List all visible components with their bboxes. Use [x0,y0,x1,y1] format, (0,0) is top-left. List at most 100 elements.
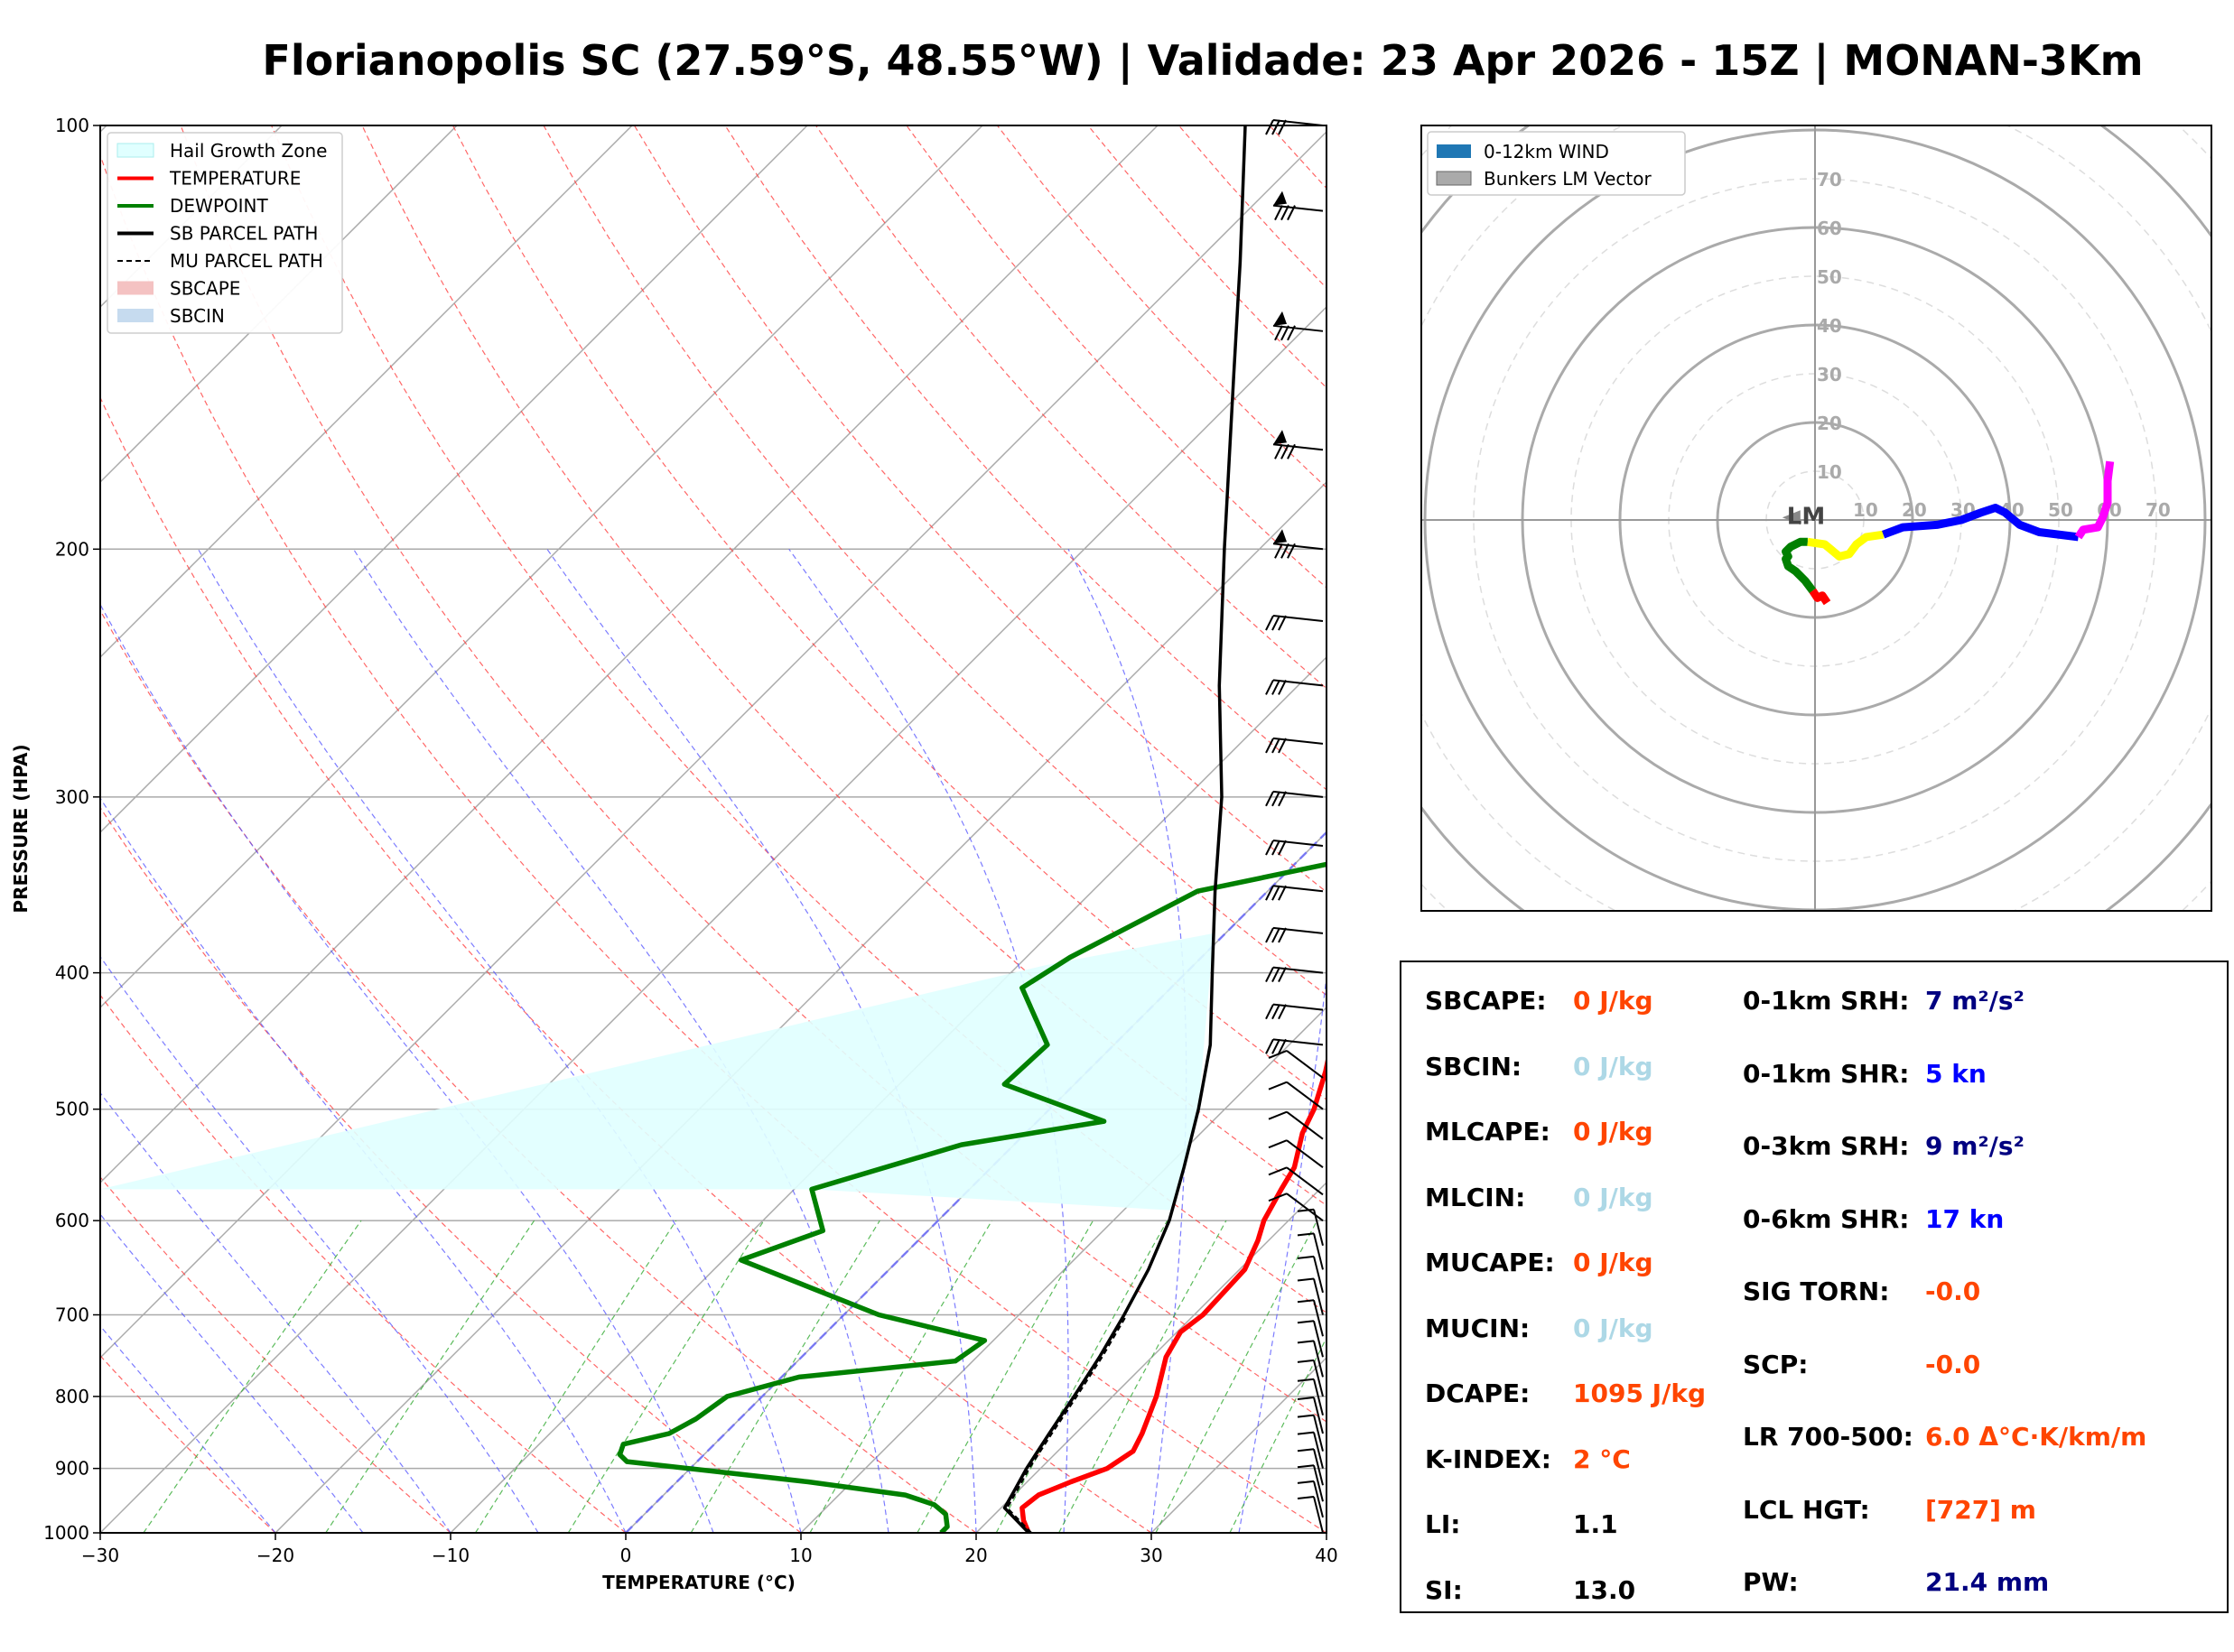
moist-adiabat [100,1091,451,1533]
legend-entry: DEWPOINT [117,195,268,217]
hodo-axis-label: 10 [1853,499,1878,521]
wind-barb [1268,1110,1324,1140]
wind-barb [1297,1378,1324,1415]
series-sb-parcel-path [1002,125,1247,1533]
legend-entry: MU PARCEL PATH [117,250,323,272]
param-value: 5 kn [1925,1058,1987,1089]
isotherm-line [800,1006,1326,1533]
isotherm-line [975,1181,1326,1533]
y-tick-label: 600 [55,1210,89,1231]
isotherm-line [450,655,1326,1533]
y-tick-label: 200 [55,538,89,560]
wind-barb [1268,1193,1324,1221]
wind-barb [1268,1050,1324,1079]
param-label: 0-1km SRH: [1743,986,1910,1016]
y-axis-label: PRESSURE (HPA) [10,744,32,913]
moist-adiabat [100,1213,364,1533]
param-label: MLCAPE: [1425,1117,1550,1146]
moist-adiabat [100,603,714,1533]
legend-label: TEMPERATURE [169,168,301,190]
isotherm-line [1326,125,1354,1533]
series-temperature [1019,1054,1326,1533]
hodograph-legend: 0-12km WIND Bunkers LM Vector [1427,131,1686,196]
hodograph-segment [1882,504,2080,542]
param-value: 0 J/kg [1573,1182,1653,1212]
legend-label: SB PARCEL PATH [170,223,318,245]
wind-barb [1297,1480,1324,1518]
param-label: 0-3km SRH: [1743,1131,1910,1161]
param-label: 0-6km SHR: [1743,1203,1910,1234]
mixing-ratio-line [690,1220,880,1533]
legend-label: SBCAPE [170,278,240,300]
legend-label: DEWPOINT [170,195,268,217]
wind-barb [1297,1208,1324,1247]
skew-t-legend: Hail Growth Zone TEMPERATURE DEWPOINT SB PA… [107,132,343,334]
hodo-ring-label: 70 [1817,169,1842,190]
param-value: 0 J/kg [1573,1313,1653,1343]
x-tick-label: −10 [432,1545,470,1566]
param-value: 1.1 [1573,1509,1618,1539]
dry-adiabat [100,1175,451,1533]
dry-adiabat [100,1354,276,1533]
lm-label: LM [1787,503,1825,530]
wind-barb [1297,1414,1324,1452]
y-tick-label: 800 [55,1386,89,1407]
wind-barb [1265,966,1324,983]
dry-adiabat [724,125,1326,791]
wind-barb [1297,1340,1324,1378]
isotherm-line [100,305,1326,1533]
param-label: 0-1km SHR: [1743,1058,1910,1089]
hodograph-frame [1420,125,2212,912]
hodo-ring-label: 40 [1817,315,1842,337]
legend-entry: SBCIN [117,305,225,327]
isotherm-line [100,125,808,834]
dry-adiabat [451,125,1326,1100]
hodo-ring-label: 60 [1817,218,1842,239]
param-label: PW: [1743,1567,1799,1597]
param-value: 6.0 Δ°C·K/km/m [1925,1422,2147,1452]
hodo-ring-label: 30 [1817,364,1842,385]
wind-barb [1265,737,1324,754]
bunkers-lm-arrow [1782,510,1801,525]
dry-adiabat [815,125,1326,690]
isotherm-line [100,130,1326,1360]
x-tick-label: 30 [1140,1545,1162,1566]
x-tick-label: 0 [620,1545,632,1566]
moist-adiabat [100,955,539,1533]
mixing-ratio-line [1229,1336,1326,1533]
x-tick-label: −30 [81,1545,119,1566]
hodo-ring-label: 10 [1817,461,1842,483]
dry-adiabat [361,125,1326,1207]
mixing-ratio-line [325,1220,535,1533]
hodograph-segment [1782,537,1816,593]
mixing-ratio-line [1155,1220,1318,1533]
param-value: -0.0 [1925,1276,1981,1306]
wind-barb [1265,119,1324,135]
mixing-ratio-line [1058,1220,1227,1533]
param-value: [727] m [1925,1494,2036,1525]
hodo-axis-label: 70 [2146,499,2171,521]
hail-growth-zone [100,933,1214,1211]
x-tick-label: 40 [1315,1545,1337,1566]
wind-barb [1268,1166,1324,1196]
isotherm-line [625,831,1326,1533]
dry-adiabat [100,994,627,1533]
x-tick-label: 20 [964,1545,987,1566]
dry-adiabat [180,125,1326,1423]
hodo-ring-label: 50 [1817,266,1842,288]
legend-label: Bunkers LM Vector [1484,168,1652,190]
legend-entry: SB PARCEL PATH [117,223,318,245]
isotherm-line [100,125,633,659]
wind-barb [1297,1448,1324,1486]
dry-adiabat [100,153,1326,1533]
x-tick-label: −20 [256,1545,294,1566]
hodograph-segment [2074,460,2115,540]
zero-isotherm [625,831,1326,1533]
moist-adiabat [1326,549,1354,1533]
wind-barb [1272,311,1324,341]
wind-barb [1268,1139,1324,1169]
series-mu-parcel-path [1006,1313,1128,1533]
wind-barb [1297,1464,1324,1502]
